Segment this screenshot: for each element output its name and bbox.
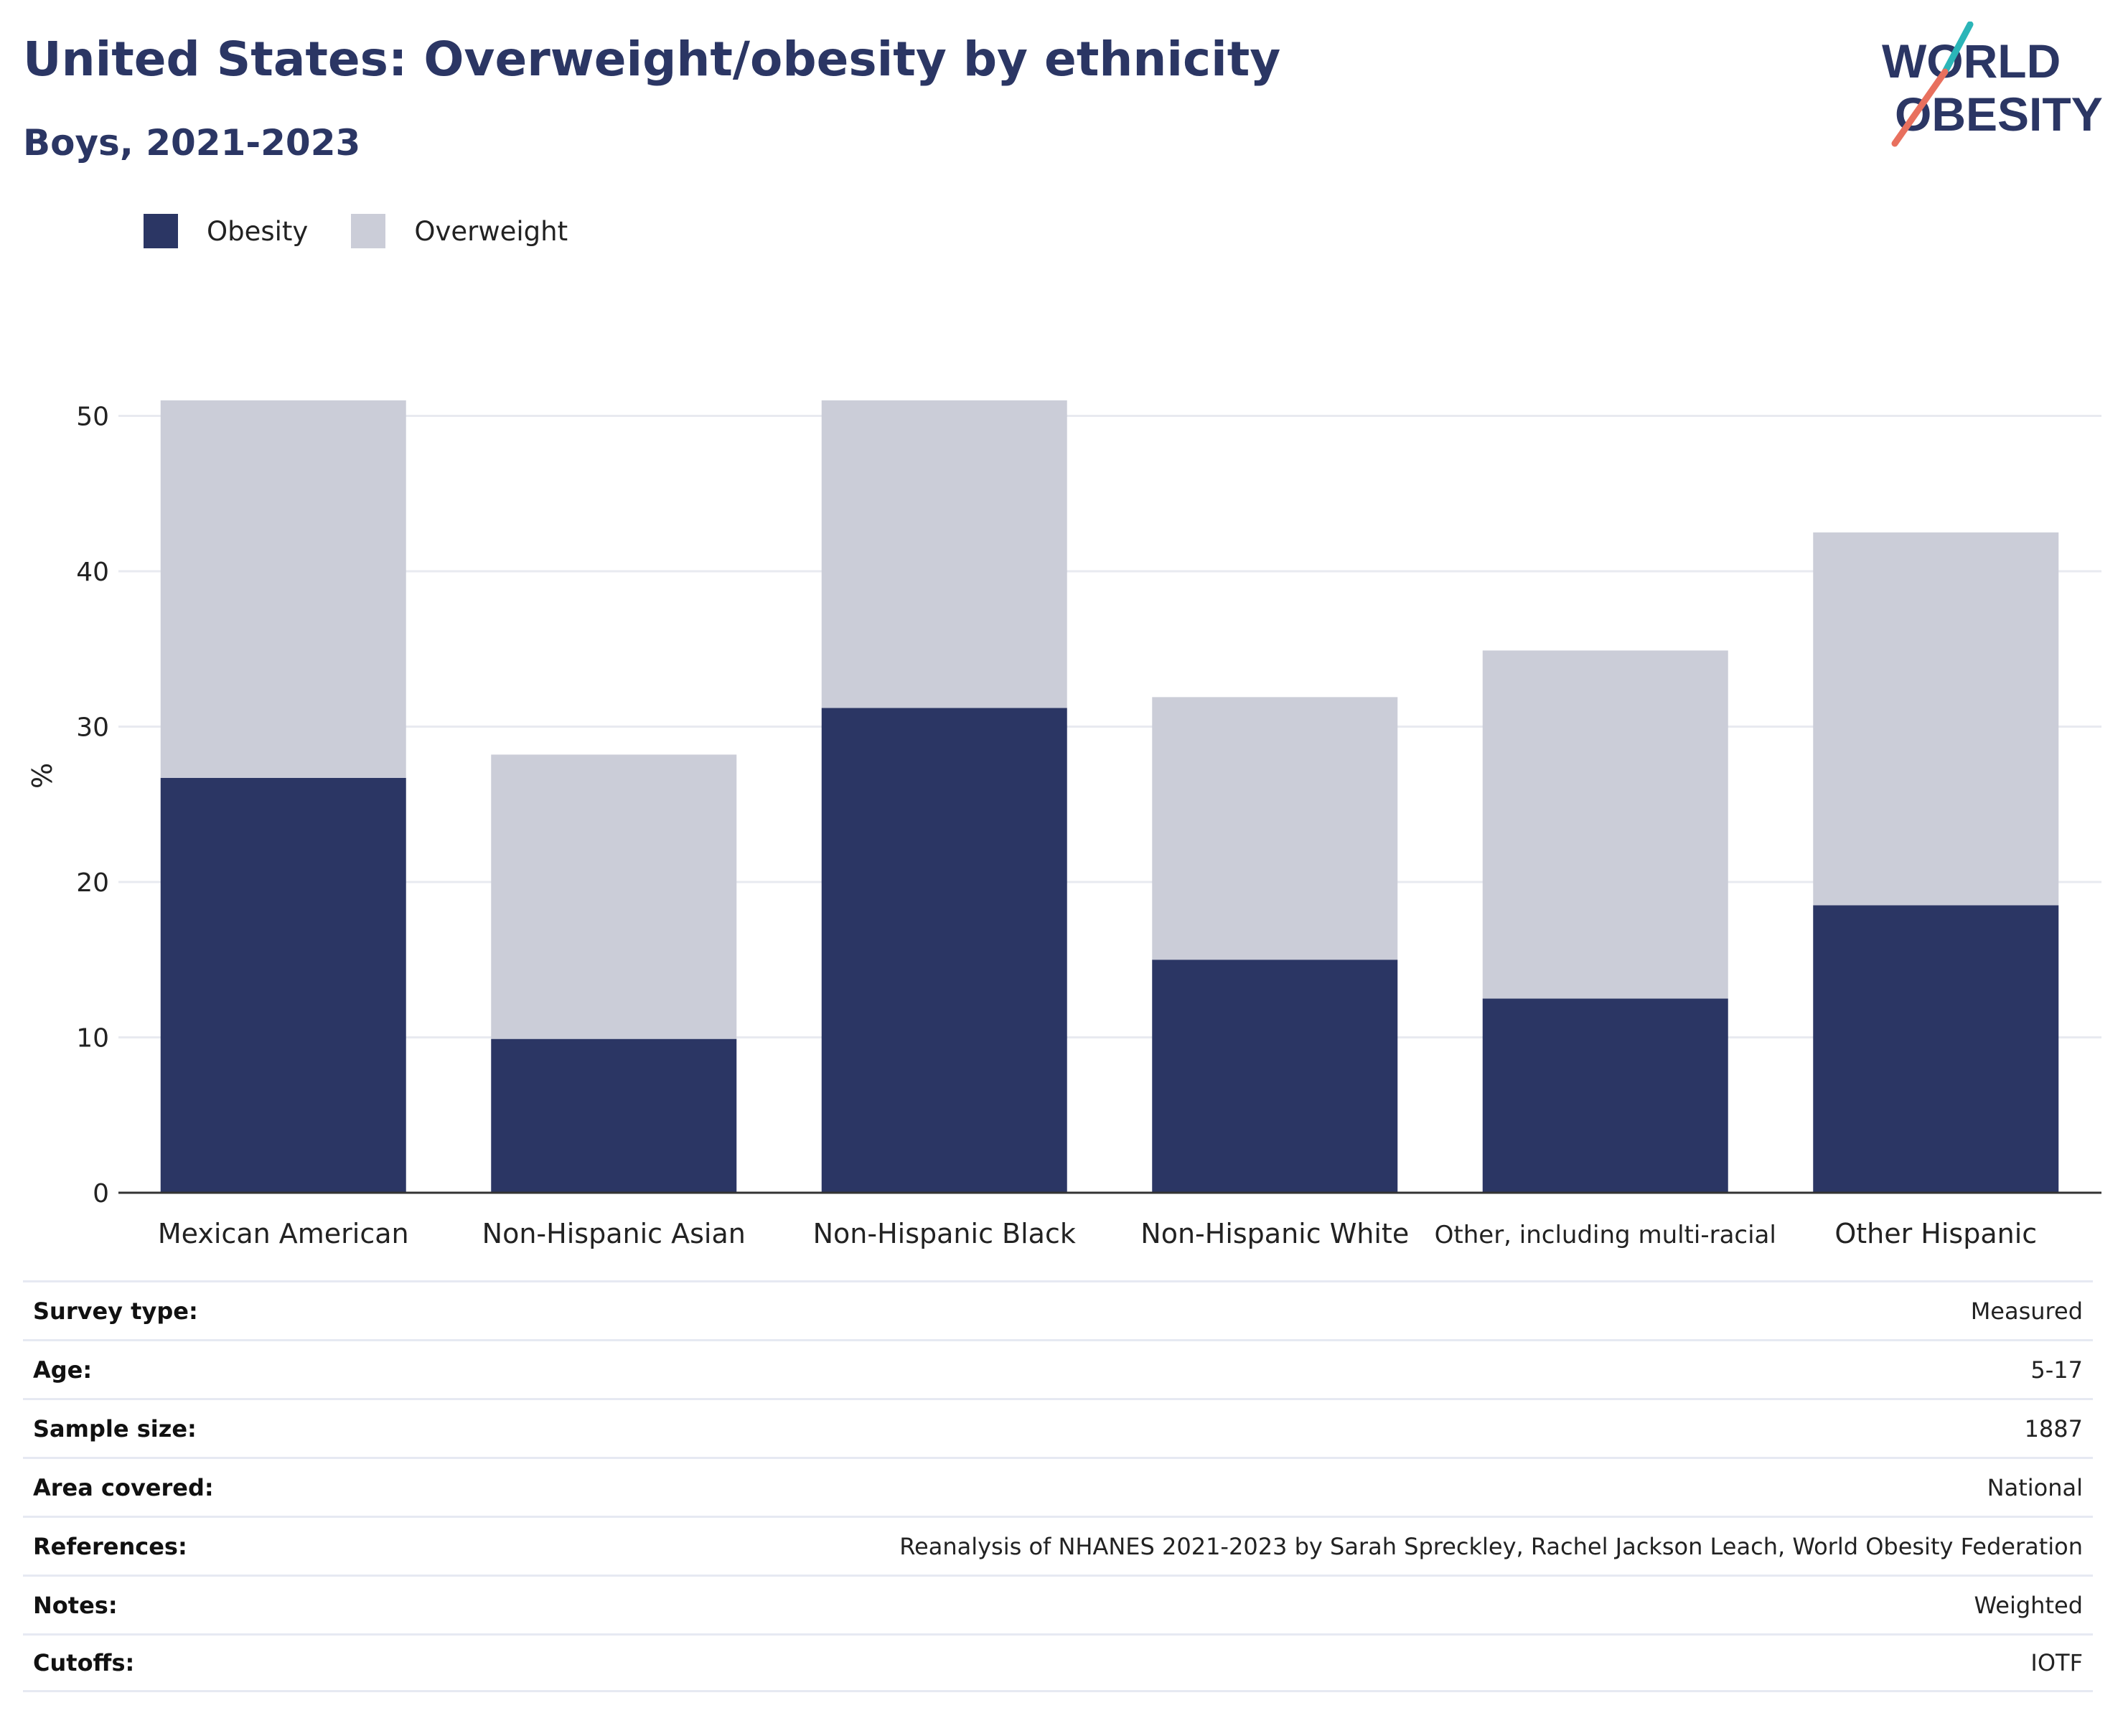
- legend-swatch-obesity: [144, 214, 178, 248]
- info-label: Notes:: [33, 1591, 118, 1619]
- x-tick-label: Non-Hispanic Black: [813, 1218, 1076, 1249]
- x-tick-label: Other Hispanic: [1834, 1218, 2037, 1249]
- info-value: Measured: [1970, 1297, 2083, 1325]
- info-row-sample-size: Sample size: 1887: [23, 1398, 2093, 1457]
- bar-chart: 0 10 20 30 40 50% Mexican American Non-Hispanic…: [27, 400, 2101, 1249]
- info-value: Reanalysis of NHANES 2021-2023 by Sarah …: [899, 1532, 2083, 1560]
- bar-obesity-non-hispanic-asian: [491, 1038, 737, 1193]
- y-tick-label: 50: [76, 403, 109, 432]
- chart-subtitle: Boys, 2021-2023: [23, 122, 361, 164]
- info-label: Sample size:: [33, 1414, 197, 1442]
- legend-item-overweight: Overweight: [351, 214, 568, 248]
- info-row-age: Age: 5-17: [23, 1339, 2093, 1398]
- bar-obesity-non-hispanic-white: [1152, 960, 1398, 1193]
- bar-overweight-other-including-multi-racial: [1482, 650, 1728, 999]
- y-tick-label: 30: [76, 713, 109, 743]
- legend-swatch-overweight: [351, 214, 386, 248]
- info-value: IOTF: [2030, 1649, 2083, 1676]
- info-value: National: [1987, 1473, 2083, 1501]
- bar-overweight-non-hispanic-white: [1152, 697, 1398, 960]
- info-label: Survey type:: [33, 1297, 198, 1325]
- bar-overweight-other-hispanic: [1813, 532, 2059, 906]
- bar-overweight-non-hispanic-asian: [491, 754, 737, 1039]
- info-label: Area covered:: [33, 1473, 214, 1501]
- x-tick-label: Non-Hispanic Asian: [482, 1218, 746, 1249]
- survey-info-table: Survey type: Measured Age: 5-17 Sample s…: [23, 1280, 2093, 1692]
- info-row-references: References: Reanalysis of NHANES 2021-20…: [23, 1516, 2093, 1575]
- bar-overweight-mexican-american: [160, 400, 406, 778]
- y-tick-label: 10: [76, 1024, 109, 1054]
- info-value: 5-17: [2030, 1356, 2083, 1384]
- bar-overweight-non-hispanic-black: [821, 400, 1067, 708]
- bar-obesity-other-including-multi-racial: [1482, 998, 1728, 1193]
- info-row-survey-type: Survey type: Measured: [23, 1280, 2093, 1339]
- world-obesity-logo: WORLD OBESITY: [1882, 22, 2103, 147]
- y-tick-label: 0: [93, 1179, 109, 1209]
- bar-obesity-mexican-american: [160, 777, 406, 1193]
- logo-slash-top: [1941, 22, 1974, 75]
- legend-item-obesity: Obesity: [144, 214, 308, 248]
- chart-legend: Obesity Overweight: [144, 214, 611, 248]
- y-tick-label: 40: [76, 558, 109, 587]
- legend-label-overweight: Overweight: [414, 215, 568, 247]
- info-label: Cutoffs:: [33, 1649, 135, 1676]
- info-value: Weighted: [1974, 1591, 2083, 1619]
- logo-slash-bottom: [1891, 68, 1949, 147]
- bar-obesity-other-hispanic: [1813, 905, 2059, 1193]
- info-label: References:: [33, 1532, 187, 1560]
- bar-obesity-non-hispanic-black: [821, 708, 1067, 1193]
- y-axis-label: %: [27, 763, 58, 789]
- info-value: 1887: [2024, 1414, 2083, 1442]
- info-row-area-covered: Area covered: National: [23, 1457, 2093, 1516]
- y-tick-label: 20: [76, 868, 109, 898]
- chart-title: United States: Overweight/obesity by eth…: [23, 32, 1281, 87]
- x-tick-label: Mexican American: [158, 1218, 409, 1249]
- x-tick-label: Non-Hispanic White: [1140, 1218, 1409, 1249]
- x-tick-label: Other, including multi-racial: [1435, 1221, 1776, 1249]
- info-row-cutoffs: Cutoffs: IOTF: [23, 1633, 2093, 1692]
- legend-label-obesity: Obesity: [207, 215, 309, 247]
- info-label: Age:: [33, 1356, 93, 1384]
- info-row-notes: Notes: Weighted: [23, 1575, 2093, 1633]
- logo-line1: WORLD: [1882, 34, 2061, 88]
